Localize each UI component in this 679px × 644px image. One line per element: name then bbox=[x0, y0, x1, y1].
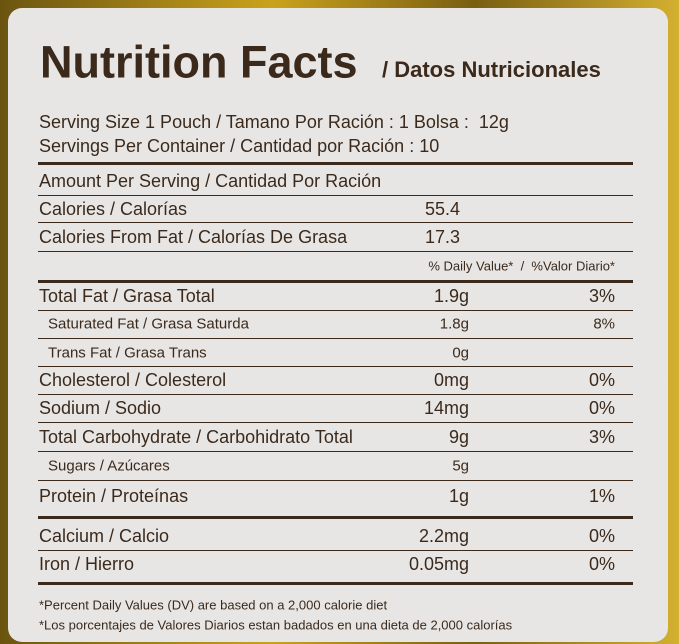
rule bbox=[38, 221, 633, 223]
nutrient-dv: 1% bbox=[588, 486, 615, 506]
vitamin-dv: 0% bbox=[588, 526, 615, 546]
servings-per-container: Servings Per Container / Cantidad por Ra… bbox=[39, 136, 440, 156]
nutrient-dv: 8% bbox=[593, 315, 615, 333]
vitamin-label: Calcium / Calcio bbox=[39, 526, 170, 546]
rule bbox=[38, 549, 633, 551]
rule bbox=[38, 421, 633, 423]
dv-header: % Daily Value* / %Valor Diario* bbox=[428, 258, 615, 274]
nutrient-label: Cholesterol / Colesterol bbox=[39, 370, 227, 390]
vitamin-label: Iron / Hierro bbox=[39, 554, 135, 574]
nutrient-label: Saturated Fat / Grasa Saturda bbox=[48, 315, 249, 333]
serving-size: Serving Size 1 Pouch / Tamano Por Ración… bbox=[39, 112, 509, 132]
nutrient-dv: 3% bbox=[588, 427, 615, 447]
rule bbox=[38, 250, 633, 252]
nutrient-label: Trans Fat / Grasa Trans bbox=[48, 344, 207, 362]
nutrient-amount: 1.8g bbox=[439, 315, 469, 333]
calories-value: 17.3 bbox=[425, 227, 461, 247]
nutrient-amount: 9g bbox=[448, 427, 469, 447]
calories-label: Calories / Calorías bbox=[39, 199, 188, 219]
vitamin-amount: 2.2mg bbox=[418, 526, 469, 546]
rule bbox=[38, 161, 633, 165]
nutrition-label: Nutrition Facts / Datos Nutricionales Se… bbox=[8, 8, 668, 642]
nutrient-amount: 14mg bbox=[423, 398, 469, 418]
rule bbox=[38, 515, 633, 519]
nutrient-label: Total Fat / Grasa Total bbox=[39, 286, 215, 306]
rule bbox=[38, 309, 633, 311]
nutrient-amount: 0mg bbox=[433, 370, 469, 390]
nutrient-label: Protein / Proteínas bbox=[39, 486, 189, 506]
nutrient-dv: 0% bbox=[588, 398, 615, 418]
footnote: *Los porcentajes de Valores Diarios esta… bbox=[39, 617, 513, 633]
rule bbox=[38, 194, 633, 196]
nutrient-label: Total Carbohydrate / Carbohidrato Total bbox=[39, 427, 353, 447]
title: Nutrition Facts bbox=[40, 36, 358, 88]
calories-label: Calories From Fat / Calorías De Grasa bbox=[39, 227, 348, 247]
rule bbox=[38, 279, 633, 283]
rule bbox=[38, 393, 633, 395]
vitamin-dv: 0% bbox=[588, 554, 615, 574]
footnote: *Percent Daily Values (DV) are based on … bbox=[39, 597, 388, 613]
vitamin-amount: 0.05mg bbox=[408, 554, 469, 574]
rule bbox=[38, 479, 633, 481]
nutrient-amount: 1.9g bbox=[433, 286, 469, 306]
rule bbox=[38, 337, 633, 339]
nutrient-amount: 5g bbox=[452, 457, 469, 475]
amount-per-serving: Amount Per Serving / Cantidad Por Ración bbox=[39, 171, 382, 191]
subtitle: / Datos Nutricionales bbox=[382, 57, 601, 82]
nutrient-dv: 3% bbox=[588, 286, 615, 306]
rule bbox=[38, 450, 633, 452]
nutrient-label: Sugars / Azúcares bbox=[48, 457, 170, 475]
calories-value: 55.4 bbox=[425, 199, 461, 219]
nutrient-amount: 1g bbox=[448, 486, 469, 506]
nutrient-label: Sodium / Sodio bbox=[39, 398, 162, 418]
rule bbox=[38, 365, 633, 367]
nutrient-amount: 0g bbox=[452, 344, 469, 362]
rule bbox=[38, 581, 633, 585]
nutrient-dv: 0% bbox=[588, 370, 615, 390]
